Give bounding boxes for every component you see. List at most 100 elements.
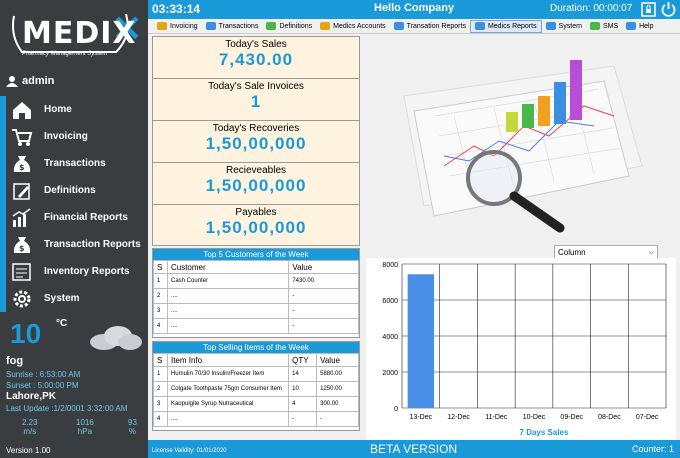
chevron-down-icon: ⌵ — [648, 249, 654, 256]
weather-city: Lahore,PK — [6, 391, 57, 402]
sidebar-item-transaction-reports[interactable]: $ Transaction Reports — [0, 231, 148, 258]
table-cell: 1 — [153, 273, 168, 289]
table-row[interactable]: 4.... - - — [153, 411, 359, 427]
user-icon — [6, 75, 18, 87]
stat-label: Recieveables — [225, 165, 287, 176]
table-row[interactable]: 3 Kaopulgite Syrup Nutraceutical 4 300.00 — [153, 396, 359, 412]
svg-text:$: $ — [19, 244, 25, 253]
sidebar-item-label: Home — [44, 104, 72, 115]
logo-tagline: Pharmacy Management System — [22, 51, 108, 57]
sidebar-item-label: Financial Reports — [44, 212, 128, 223]
menu-medics-accounts[interactable]: Medics Accounts — [316, 20, 390, 33]
menu-help[interactable]: Help — [622, 20, 657, 33]
bar-13-Dec — [407, 274, 435, 408]
cart-icon — [10, 127, 34, 147]
menu-definitions[interactable]: Definitions — [262, 20, 316, 33]
pencil-icon — [10, 181, 34, 201]
sidebar: ✕ MEDIX Pharmacy Management System admin … — [0, 0, 148, 458]
svg-text:$: $ — [19, 163, 25, 172]
menu-invoicing[interactable]: Invoicing — [153, 20, 202, 33]
sidebar-item-inventory-reports[interactable]: Inventory Reports — [0, 258, 148, 285]
sunrise-time: Sunrise : 6:53:00 AM — [6, 370, 81, 379]
stat-value: 1 — [250, 92, 262, 111]
table-row[interactable]: 3.... - — [153, 303, 359, 319]
menu-item-icon — [545, 22, 556, 30]
nav-accent-bar — [0, 96, 6, 312]
menu-medics-reports[interactable]: Medics Reports — [469, 19, 542, 33]
menu-transactions[interactable]: Transactions — [202, 20, 263, 33]
lock-screen-icon[interactable] — [640, 1, 657, 18]
humidity: 93 % — [128, 418, 137, 436]
column-header: Value — [288, 260, 359, 274]
column-header: Value — [316, 353, 359, 367]
x-tick-label: 13-Dec — [410, 414, 433, 421]
weather-unit: °C — [56, 318, 68, 329]
table-row[interactable]: 1 Humulin 70/30 Insulin/Freezer Item 14 588… — [153, 366, 359, 382]
power-icon[interactable] — [660, 1, 677, 18]
stat-card: Today's Sale Invoices 1 — [153, 79, 359, 121]
x-tick-label: 07-Dec — [636, 414, 659, 421]
stat-card: Payables 1,50,00,000 — [153, 205, 359, 247]
table-row[interactable]: 2.... - — [153, 288, 359, 304]
table-cell: Colgate Toothpaste 75gm Consumer Item — [166, 381, 290, 397]
table-cell: 2 — [153, 288, 168, 304]
current-user: admin — [6, 75, 54, 87]
table-cell: Cash Counter — [166, 273, 290, 289]
sales-chart: 0 2000 4000 6000 8000 13-Dec 12-Dec 11-Dec 10-De… — [366, 258, 676, 440]
table-cell: - — [288, 411, 318, 427]
menu-item-label: System — [558, 22, 582, 30]
menu-item-label: Invoicing — [170, 22, 198, 30]
sidebar-item-home[interactable]: Home — [0, 96, 148, 123]
menu-transation-reports[interactable]: Transation Reports — [390, 20, 470, 33]
menu-system[interactable]: System — [542, 20, 586, 33]
table-cell: 14 — [288, 366, 318, 382]
table-cell: - — [288, 318, 359, 334]
menu-sms[interactable]: SMS — [586, 20, 622, 33]
stat-card: Today's Recoveries 1,50,00,000 — [153, 121, 359, 163]
table-cell: 1250.00 — [316, 381, 359, 397]
y-tick-label: 0 — [394, 406, 398, 413]
x-tick-label: 11-Dec — [485, 414, 508, 421]
sidebar-item-invoicing[interactable]: Invoicing — [0, 123, 148, 150]
x-tick-label: 10-Dec — [523, 414, 546, 421]
weather-temperature: 10 — [10, 318, 42, 349]
table-cell: .... — [166, 318, 290, 334]
menu-item-icon — [393, 22, 404, 30]
y-tick-label: 8000 — [382, 262, 398, 269]
x-tick-label: 12-Dec — [447, 414, 470, 421]
gear-icon — [10, 289, 34, 309]
menu-item-label: Transactions — [218, 22, 259, 30]
weather-last-update: Last Update :1/2/0001 3:32:00 AM — [6, 404, 128, 413]
medix-logo: ✕ MEDIX Pharmacy Management System — [8, 6, 142, 62]
sidebar-item-financial-reports[interactable]: Financial Reports — [0, 204, 148, 231]
table-row[interactable]: 1 Cash Counter 7430.00 — [153, 273, 359, 289]
table-cell: 3 — [153, 396, 168, 412]
menu-item-icon — [205, 22, 216, 30]
money-bag-icon: $ — [10, 235, 34, 255]
table-cell: 3 — [153, 303, 168, 319]
menu-item-label: Transation Reports — [406, 22, 466, 30]
menu-item-label: Definitions — [279, 22, 313, 30]
table-cell: 10 — [288, 381, 318, 397]
sidebar-item-transactions[interactable]: $ Transactions — [0, 150, 148, 177]
clock: 03:33:14 — [152, 2, 201, 16]
table-cell: - — [288, 288, 359, 304]
sidebar-item-definitions[interactable]: Definitions — [0, 177, 148, 204]
stat-card: Today's Sales 7,430.00 — [153, 37, 359, 79]
stat-card: Recieveables 1,50,00,000 — [153, 163, 359, 205]
table-row[interactable]: 4.... - — [153, 318, 359, 334]
cloud-icon — [90, 326, 142, 350]
menu-item-icon — [266, 22, 277, 30]
table-cell: .... — [166, 288, 290, 304]
wind-speed: 2.23 m/s — [22, 418, 38, 436]
top-customers-table: S Customer Value 1 Cash Counter 7430.00 2.... -… — [153, 260, 359, 334]
column-header: S — [153, 353, 168, 367]
sidebar-item-label: Invoicing — [44, 131, 88, 142]
sidebar-item-system[interactable]: System — [0, 285, 148, 312]
username: admin — [22, 75, 55, 87]
table-row[interactable]: 2 Colgate Toothpaste 75gm Consumer Item 10… — [153, 381, 359, 397]
stat-value: 1,50,00,000 — [205, 218, 307, 237]
sidebar-nav: Home Invoicing $ Transactions Definitions Fin… — [0, 96, 148, 312]
company-name: Hello Company — [374, 2, 455, 14]
